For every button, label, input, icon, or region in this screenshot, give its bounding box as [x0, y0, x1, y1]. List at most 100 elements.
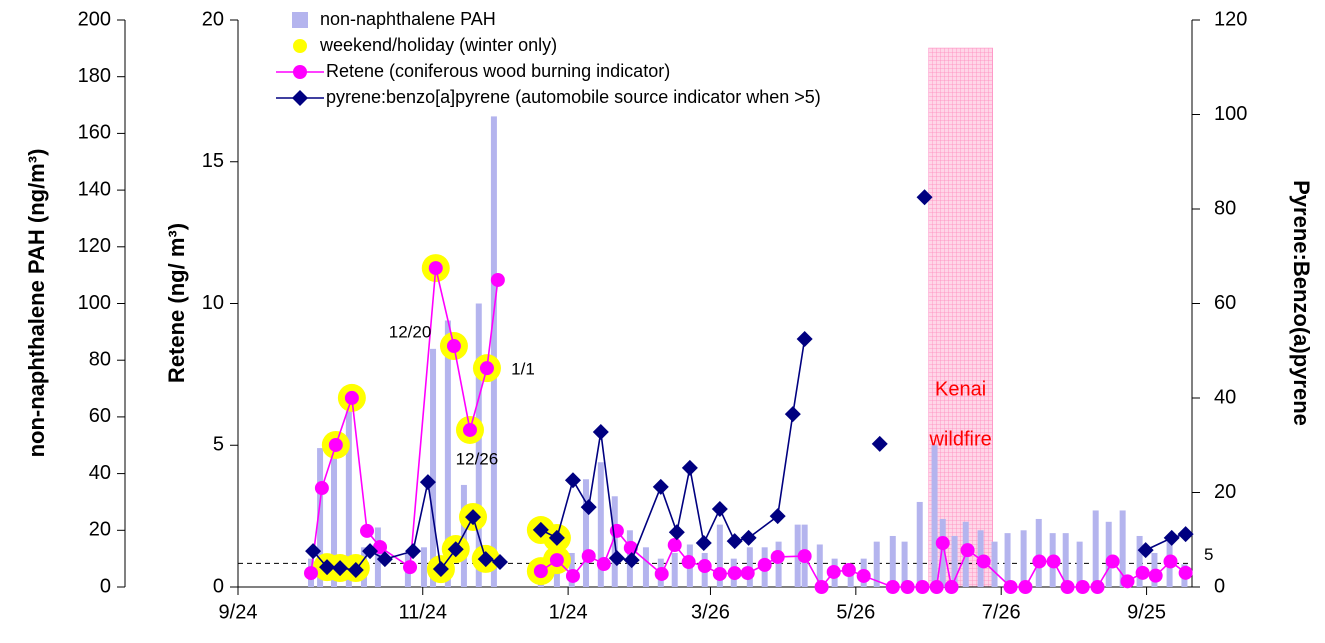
circle-marker: [667, 538, 682, 553]
diamond-marker: [668, 524, 685, 541]
bar: [582, 479, 589, 587]
legend-label: pyrene:benzo[a]pyrene (automobile source…: [326, 87, 821, 107]
legend-item: non-naphthalene PAH: [292, 9, 496, 29]
legend-swatch: [293, 65, 307, 79]
y3-axis-label: Pyrene:Benzo(a)pyrene: [1289, 180, 1314, 426]
diamond-marker: [726, 533, 743, 550]
circle-marker: [479, 361, 494, 376]
circle-marker: [462, 422, 477, 437]
annotation: 12/20: [389, 322, 432, 341]
bar: [490, 116, 497, 587]
y-tick-label: 0: [100, 575, 111, 597]
y-tick-label: 140: [78, 178, 111, 200]
reference-label: 5: [1204, 545, 1213, 564]
y3-tick-label: 100: [1214, 103, 1247, 125]
circle-marker: [446, 339, 461, 354]
circle-marker: [596, 557, 611, 572]
diamond-marker: [347, 561, 364, 578]
circle-marker: [841, 562, 856, 577]
circle-marker: [712, 566, 727, 581]
bar: [1076, 541, 1083, 587]
bar: [1035, 518, 1042, 587]
circle-marker: [490, 272, 505, 287]
circle-marker: [1075, 580, 1090, 594]
y3-tick-label: 20: [1214, 481, 1236, 503]
diamond-marker: [711, 501, 728, 518]
bar: [420, 547, 427, 587]
circle-marker: [1046, 554, 1061, 569]
bar: [939, 518, 946, 587]
bar: [816, 544, 823, 587]
bar: [331, 445, 338, 587]
diamond-marker: [1163, 529, 1180, 546]
circle-marker: [900, 580, 915, 594]
circle-marker: [403, 560, 418, 575]
circle-marker: [1032, 554, 1047, 569]
circle-marker: [344, 390, 359, 405]
bar: [1092, 510, 1099, 587]
x-tick-label: 3/26: [691, 601, 730, 623]
bar: [374, 527, 381, 587]
diamond-marker: [1137, 542, 1154, 559]
bar: [1119, 510, 1126, 587]
bar: [951, 535, 958, 587]
circle-marker: [1120, 574, 1135, 589]
diamond-marker: [419, 474, 436, 491]
bar: [889, 535, 896, 587]
diamond-marker: [592, 424, 609, 441]
bar: [642, 547, 649, 587]
wildfire-shade: [928, 47, 993, 588]
y-tick-label: 180: [78, 65, 111, 87]
y3-tick-label: 120: [1214, 8, 1247, 30]
legend-swatch: [293, 39, 307, 53]
diamond-marker: [362, 543, 379, 560]
bar: [1004, 533, 1011, 587]
diamond-marker: [305, 543, 322, 560]
circle-marker: [697, 559, 712, 574]
y3-tick-label: 40: [1214, 386, 1236, 408]
annotation: 1/1: [511, 360, 535, 379]
bar: [1062, 533, 1069, 587]
bar: [460, 484, 467, 587]
diamond-marker: [784, 406, 801, 423]
legend-swatch: [292, 12, 308, 28]
bar: [345, 411, 352, 587]
y3-tick-label: 80: [1214, 197, 1236, 219]
diamond-marker: [623, 552, 640, 569]
circle-marker: [757, 557, 772, 572]
bar: [475, 303, 482, 587]
diamond-marker: [740, 529, 757, 546]
circle-marker: [1163, 554, 1178, 569]
circle-marker: [935, 536, 950, 551]
y3-tick-label: 0: [1214, 575, 1225, 597]
legend-item: pyrene:benzo[a]pyrene (automobile source…: [276, 87, 821, 107]
diamond-marker: [376, 551, 393, 568]
circle-marker: [1178, 565, 1193, 580]
diamond-marker: [769, 508, 786, 525]
y-tick-label: 160: [78, 122, 111, 144]
y3-tick-label: 60: [1214, 292, 1236, 314]
diamond-marker: [871, 435, 888, 452]
circle-marker: [1060, 580, 1075, 594]
annotation: 12/26: [456, 449, 499, 468]
x-tick-label: 9/25: [1127, 601, 1166, 623]
circle-marker: [565, 568, 580, 583]
y2-tick-label: 5: [213, 434, 224, 456]
circle-marker: [1090, 580, 1105, 594]
diamond-marker: [681, 459, 698, 476]
circle-marker: [1105, 554, 1120, 569]
bar: [1136, 535, 1143, 587]
bar: [916, 501, 923, 587]
y-tick-label: 120: [78, 235, 111, 257]
diamond-marker: [695, 535, 712, 552]
y2-tick-label: 10: [202, 292, 224, 314]
diamond-marker: [405, 543, 422, 560]
y2-axis-label: Retene (ng/ m³): [164, 223, 189, 383]
circle-marker: [654, 566, 669, 581]
bar: [991, 541, 998, 587]
circle-marker: [314, 481, 329, 496]
bar: [430, 348, 437, 587]
diamond-marker: [477, 551, 494, 568]
